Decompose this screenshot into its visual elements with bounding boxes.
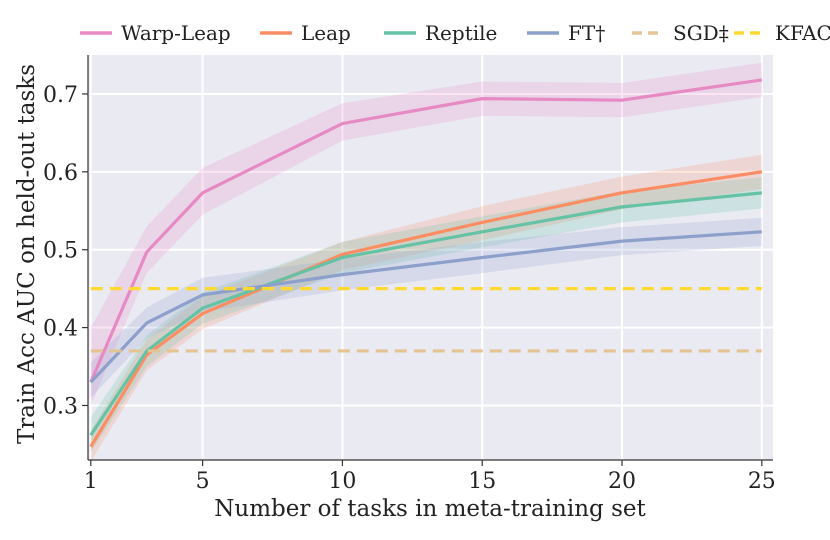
series-leap-line	[89, 170, 763, 448]
series-warp-leap-line	[89, 78, 763, 383]
x-tick-label: 10	[328, 469, 356, 494]
series-reptile-line	[89, 191, 762, 436]
x-tick-label: 5	[196, 469, 210, 494]
legend-label: KFAC‡	[775, 21, 830, 45]
y-tick-label: 0.7	[43, 83, 78, 108]
legend-label: FT†	[568, 21, 605, 45]
x-tick-label: 20	[608, 469, 636, 494]
legend-label: SGD‡	[673, 21, 729, 45]
y-tick-label: 0.5	[43, 239, 78, 264]
y-tick-label: 0.4	[43, 317, 78, 342]
legend: Warp-Leap Leap Reptile FT† SGD‡ KFAC‡	[80, 21, 830, 45]
legend-label: Warp-Leap	[121, 21, 231, 45]
legend-label: Leap	[301, 21, 351, 45]
x-tick-label: 25	[748, 469, 776, 494]
x-tick-label: 15	[468, 469, 496, 494]
series-warp-leap-band	[90, 62, 762, 406]
series-ft-line	[89, 230, 762, 384]
legend-label: Reptile	[425, 21, 497, 45]
series-leap-band	[90, 154, 762, 462]
x-tick-label: 1	[84, 469, 98, 494]
series-lines	[89, 78, 763, 448]
series-reptile-band	[90, 177, 762, 453]
y-axis-label: Train Acc AUC on held-out tasks	[14, 64, 40, 444]
y-tick-label: 0.3	[43, 394, 78, 419]
x-axis-label: Number of tasks in meta-training set	[214, 496, 646, 522]
tick-labels: 1 5 10 15 20 250.30.40.50.60.7	[43, 55, 776, 494]
y-tick-label: 0.6	[43, 161, 78, 186]
